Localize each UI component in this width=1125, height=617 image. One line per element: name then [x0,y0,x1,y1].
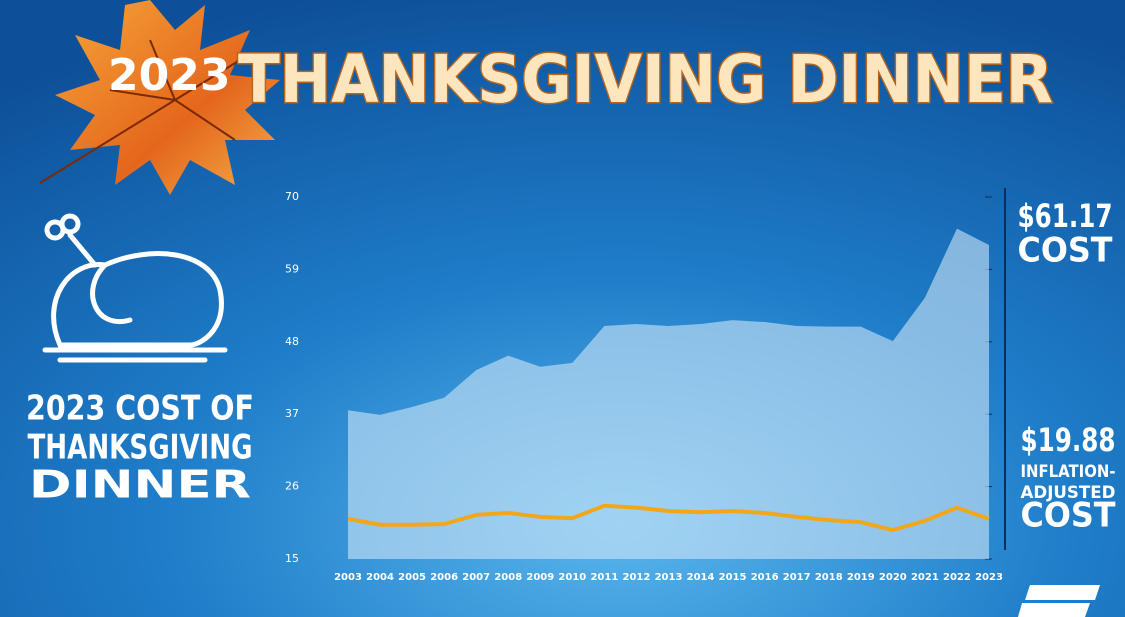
x-tick-label: 2018 [815,572,843,583]
x-tick-label: 2023 [975,572,1003,583]
area [348,228,989,560]
x-tick-label: 2019 [847,572,875,583]
annotation-text: COST [1021,496,1117,536]
side-label: 2023 COST OF [26,389,254,429]
y-tick-label: 70 [285,190,299,203]
x-tick-label: 2015 [719,572,747,583]
y-tick-label: 59 [285,262,299,275]
x-tick-label: 2022 [943,572,971,583]
side-label: THANKSGIVING [28,428,253,468]
y-tick-label: 48 [285,335,299,348]
x-tick-label: 2011 [590,572,618,583]
x-tick-label: 2020 [879,572,907,583]
turkey-icon [42,213,228,363]
x-tick-label: 2016 [751,572,779,583]
annotation-text: ADJUSTED [1021,483,1116,503]
x-tick-label: 2003 [334,572,362,583]
annotation-value: $19.88 [1021,421,1116,459]
annotation-text: COST [1018,231,1114,271]
line [347,503,990,533]
annotation-text: INFLATION- [1021,462,1116,482]
x-tick-label: 2013 [655,572,683,583]
x-tick-label: 2012 [623,572,651,583]
y-tick-label: 37 [285,407,299,420]
side-label: DINNER [29,463,251,507]
x-tick-label: 2017 [783,572,811,583]
x-tick-label: 2006 [430,572,458,583]
x-tick-label: 2004 [366,572,394,583]
y-tick-label: 26 [285,480,299,493]
x-tick-label: 2021 [911,572,939,583]
title: THANKSGIVING DINNER [238,41,1053,118]
x-tick-label: 2007 [462,572,490,583]
logo [1018,585,1100,617]
x-tick-label: 2014 [687,572,715,583]
title-year: 2023 [108,50,230,101]
x-tick-label: 2010 [558,572,586,583]
leaf-icon [39,0,280,195]
x-tick-label: 2005 [398,572,426,583]
x-tick-label: 2008 [494,572,522,583]
y-tick-label: 15 [285,552,299,565]
x-tick-label: 2009 [526,572,554,583]
annotation-value: $61.17 [1018,197,1113,235]
